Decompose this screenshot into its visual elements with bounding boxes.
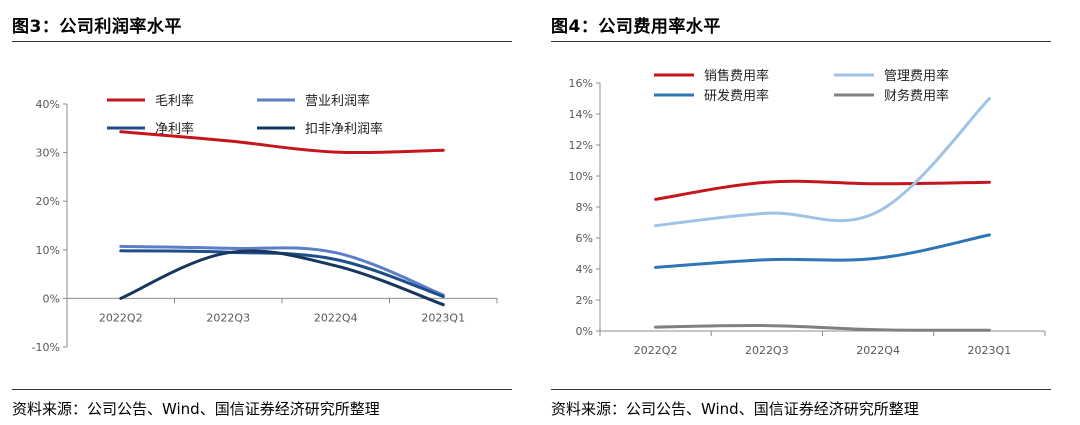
y-tick-label: 2% xyxy=(576,294,593,307)
x-tick-label: 2022Q4 xyxy=(856,344,900,357)
y-tick-label: 16% xyxy=(569,77,593,90)
data-point xyxy=(988,233,991,237)
title-divider xyxy=(551,41,1051,42)
source-divider xyxy=(12,389,512,390)
x-tick-label: 2022Q2 xyxy=(99,311,143,324)
y-tick-label: 0% xyxy=(576,325,593,338)
series-line xyxy=(119,130,445,155)
data-point xyxy=(442,295,445,298)
data-point xyxy=(765,324,769,327)
legend-label: 销售费用率 xyxy=(704,68,769,84)
legend-label: 毛利率 xyxy=(155,93,194,109)
data-point xyxy=(227,247,230,250)
chart-title: 图3：公司利润率水平 xyxy=(12,17,182,37)
y-tick-label: 4% xyxy=(576,263,593,276)
y-tick-label: 6% xyxy=(576,232,593,245)
data-point xyxy=(334,258,337,261)
y-tick-label: 8% xyxy=(576,201,593,214)
y-tick-label: 12% xyxy=(569,139,593,152)
series-line xyxy=(119,249,445,307)
x-tick-label: 2023Q1 xyxy=(968,344,1012,357)
x-tick-label: 2022Q3 xyxy=(206,311,250,324)
data-point xyxy=(442,148,445,152)
title-divider xyxy=(12,41,512,42)
legend-label: 扣非净利润率 xyxy=(305,121,383,137)
data-point xyxy=(442,303,445,306)
data-point xyxy=(227,251,230,254)
data-point xyxy=(765,181,769,184)
source-note: 资料来源：公司公告、Wind、国信证券经济研究所整理 xyxy=(12,400,380,418)
series-line xyxy=(654,324,991,332)
y-tick-label: 30% xyxy=(36,147,60,160)
x-tick-label: 2022Q3 xyxy=(745,344,789,357)
data-point xyxy=(988,97,991,100)
legend-label: 净利率 xyxy=(155,121,194,137)
data-point xyxy=(119,249,122,252)
legend-label: 研发费用率 xyxy=(704,88,769,104)
series-line xyxy=(654,97,991,228)
data-point xyxy=(654,266,657,269)
y-tick-label: 10% xyxy=(36,244,60,257)
data-point xyxy=(876,256,880,260)
profit-margin-chart: -10% 0% 10% 20% 30% 40% 2022Q2 2022Q3 2022Q4 2023… xyxy=(32,93,498,354)
data-point xyxy=(227,139,230,143)
legend-label: 财务费用率 xyxy=(884,88,949,104)
data-point xyxy=(654,224,657,227)
y-tick-label: -10% xyxy=(32,341,60,354)
data-point xyxy=(876,328,880,331)
legend-label: 营业利润率 xyxy=(305,93,370,109)
y-tick-label: 20% xyxy=(36,195,60,208)
expense-ratio-panel: 图4：公司费用率水平 0% 2% 4% 6% 8% 10% 12% 14% 16% 2022Q2 2… xyxy=(551,0,1051,425)
data-point xyxy=(988,329,991,332)
data-point xyxy=(119,297,122,300)
source-divider xyxy=(551,389,1051,390)
y-tick-label: 14% xyxy=(569,108,593,121)
data-point xyxy=(876,182,880,185)
x-tick-label: 2022Q4 xyxy=(314,311,358,324)
y-tick-label: 10% xyxy=(569,170,593,183)
data-point xyxy=(765,258,769,261)
chart-title: 图4：公司费用率水平 xyxy=(551,17,721,37)
data-point xyxy=(119,130,122,133)
x-tick-label: 2022Q2 xyxy=(634,344,678,357)
data-point xyxy=(654,325,657,329)
data-point xyxy=(988,181,991,184)
data-point xyxy=(334,150,337,154)
data-point xyxy=(334,251,337,254)
y-tick-label: 0% xyxy=(43,292,60,305)
source-note: 资料来源：公司公告、Wind、国信证券经济研究所整理 xyxy=(551,400,919,418)
data-point xyxy=(334,264,337,268)
series-line xyxy=(654,233,991,269)
data-point xyxy=(119,245,122,248)
series-line xyxy=(119,244,445,297)
data-point xyxy=(654,198,657,201)
data-point xyxy=(876,210,880,213)
x-tick-label: 2023Q1 xyxy=(421,311,465,324)
data-point xyxy=(765,212,769,215)
legend-label: 管理费用率 xyxy=(884,68,949,84)
series-line xyxy=(654,179,991,201)
y-tick-label: 40% xyxy=(36,98,60,111)
expense-ratio-chart: 0% 2% 4% 6% 8% 10% 12% 14% 16% 2022Q2 2022Q3 2022Q4… xyxy=(569,68,1046,357)
profit-margin-panel: 图3：公司利润率水平 -10% 0% 10% 20% 30% 40% 2022Q2 2022Q… xyxy=(12,0,512,425)
